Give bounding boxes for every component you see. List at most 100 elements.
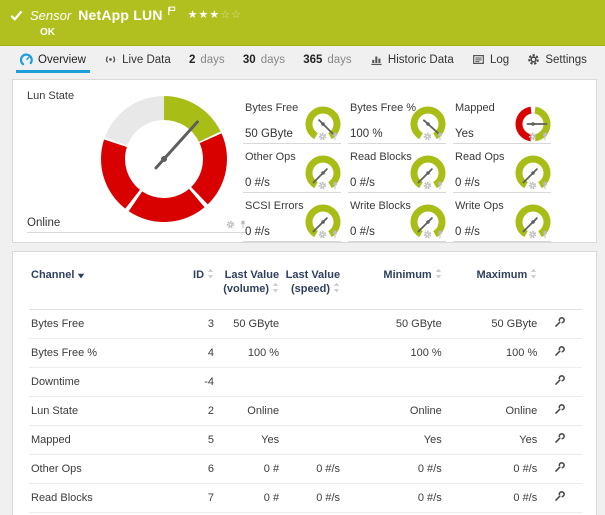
star-icon[interactable]: ☆ [220,8,232,21]
cell-actions [539,366,582,397]
star-icon[interactable]: ★ [198,8,210,21]
channel-row-bytes-free[interactable]: Bytes Free % 4 100 % 100 % 100 % [29,337,582,368]
gear-icon[interactable] [423,132,432,141]
pin-icon[interactable] [331,132,339,141]
cell-last_volume: 100 % [216,337,282,368]
cell-actions [539,511,582,515]
tab-365-days[interactable]: 365 days [299,47,355,73]
tab-30-days[interactable]: 30 days [239,47,289,73]
tab-historic-data[interactable]: Historic Data [366,47,458,73]
wrench-icon[interactable] [553,403,566,416]
cell-last_speed [281,366,343,397]
gauge-cell-other-ops: Other Ops 0 #/s [243,149,341,193]
gear-icon[interactable] [226,220,235,229]
channels-table-panel: Channel ID Last Value (volume) Last Value (… [12,251,597,515]
tab-log[interactable]: Log [468,47,513,73]
tab-label: days [200,53,225,66]
gauge-actions [318,181,339,190]
tab-settings[interactable]: Settings [523,47,591,73]
pin-icon[interactable] [541,132,549,141]
channel-row-bytes-free[interactable]: Bytes Free 3 50 GByte 50 GByte 50 GByte [29,308,582,339]
channel-row-other-ops[interactable]: Other Ops 6 0 #0 #/s 0 #/s 0 #/s [29,453,582,484]
cell-actions [539,395,582,426]
cell-channel: Read Blocks [29,482,170,513]
tab-label: Historic Data [387,53,454,66]
wrench-icon[interactable] [553,490,566,503]
gear-icon[interactable] [318,230,327,239]
gauge-value: Online [27,217,61,229]
wrench-icon[interactable] [553,316,566,329]
gear-icon[interactable] [423,230,432,239]
column-header-last-value-speed[interactable]: Last Value (speed) [281,260,342,309]
other-ops-gauge [305,155,341,194]
gauge-dial [305,155,341,189]
channel-row-downtime[interactable]: Downtime -4 [29,366,582,397]
wrench-icon[interactable] [553,374,566,387]
gauge-label: Read Blocks [350,151,412,163]
gauge-label: Mapped [455,102,495,114]
cell-id: -4 [169,366,217,397]
pin-icon[interactable] [331,230,339,239]
settings-icon [527,53,540,66]
column-header-maximum[interactable]: Maximum [444,260,540,309]
column-header-last-value-volume[interactable]: Last Value (volume) [216,260,281,309]
column-label: Last Value (speed) [285,269,341,296]
pin-icon[interactable] [541,181,549,190]
cell-max: Online [443,395,540,426]
pin-icon[interactable] [436,132,444,141]
gear-icon[interactable] [528,230,537,239]
cell-last_speed [281,308,343,339]
tab-label: Log [489,53,510,66]
live-icon [104,53,117,66]
gear-icon[interactable] [528,132,537,141]
column-header-minimum[interactable]: Minimum [342,260,444,309]
cell-min: 0 #/s [342,482,444,513]
cell-max: 50 GByte [443,308,540,339]
wrench-icon[interactable] [553,461,566,474]
cell-actions [539,482,582,513]
pin-icon[interactable] [541,230,549,239]
cell-max: 0 #/s [443,482,540,513]
wrench-icon[interactable] [553,432,566,445]
pin-icon[interactable] [239,220,247,229]
wrench-icon[interactable] [553,345,566,358]
pin-icon[interactable] [436,181,444,190]
gear-icon[interactable] [318,132,327,141]
cell-max [443,366,540,397]
cell-id: 5 [169,424,217,455]
gear-icon[interactable] [318,181,327,190]
star-icon[interactable]: ★ [209,8,221,21]
column-label: Minimum [383,269,432,281]
star-icon[interactable]: ☆ [231,8,243,21]
cell-last_volume: 0 # [216,482,282,513]
gear-icon[interactable] [423,181,432,190]
channel-row-read-blocks[interactable]: Read Blocks 7 0 #0 #/s 0 #/s 0 #/s [29,482,582,513]
star-icon[interactable]: ★ [187,8,199,21]
flag-icon[interactable] [167,6,176,16]
gauge-cell-mapped: Mapped Yes [453,100,551,144]
cell-last_speed [281,424,343,455]
pin-icon[interactable] [331,181,339,190]
pin-icon[interactable] [436,230,444,239]
gear-icon[interactable] [528,181,537,190]
cell-last_speed: 0 #/s [281,482,343,513]
column-header-id[interactable]: ID [169,260,216,309]
sort-toggle-icon [527,268,537,281]
rating-stars[interactable]: ★★★☆☆ [187,8,243,21]
channel-row-lun-state[interactable]: Lun State 2 Online Online Online [29,395,582,426]
cell-actions [539,308,582,339]
cell-last_speed: 0 #/s [281,453,343,484]
cell-min [342,366,444,397]
tab-label: Live Data [122,53,171,66]
gauge-label: Read Ops [455,151,505,163]
column-header-channel[interactable]: Channel [29,260,169,309]
cell-last_volume: 0 # [216,453,282,484]
channel-row-read-ops[interactable]: Read Ops80 #0 #/s0 #/s0 #/s [29,511,582,515]
tab-label: days [327,53,352,66]
sort-toggle-icon [204,268,214,281]
tab-2-days[interactable]: 2 days [185,47,229,73]
channel-row-mapped[interactable]: Mapped 5 Yes Yes Yes [29,424,582,455]
tab-overview[interactable]: Overview [16,47,90,73]
tab-number: 2 [188,53,196,66]
tab-live-data[interactable]: Live Data [100,47,175,73]
